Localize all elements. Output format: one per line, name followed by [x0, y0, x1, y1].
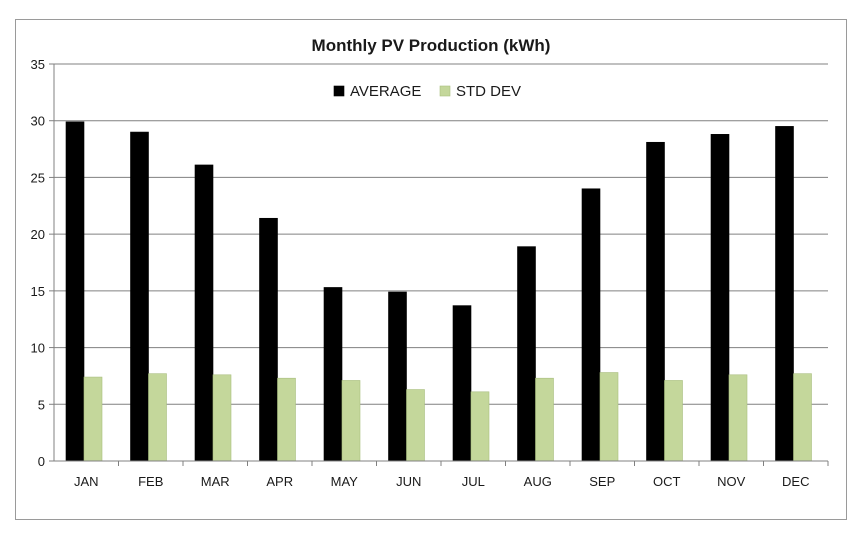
std-dev-bar-oct — [664, 380, 683, 462]
std-dev-bar-may — [341, 380, 361, 462]
std-dev-bar-dec — [793, 373, 812, 462]
y-tick-label: 20 — [31, 227, 45, 242]
average-bar-oct — [646, 141, 665, 462]
y-tick-label: 5 — [38, 397, 45, 412]
std-dev-bar-jan — [83, 376, 103, 462]
y-tick-label: 25 — [31, 170, 45, 185]
std-dev-bar-apr — [277, 377, 296, 462]
average-bar-jan — [65, 121, 85, 462]
average-bar-feb — [130, 131, 149, 462]
average-bar-mar — [194, 164, 214, 462]
average-bar-may — [323, 287, 343, 462]
x-tick-label: AUG — [524, 474, 552, 489]
x-tick-label: NOV — [717, 474, 746, 489]
legend-label-std-dev: STD DEV — [456, 83, 521, 100]
average-bar-sep — [581, 188, 601, 462]
std-dev-bar-sep — [599, 372, 619, 462]
x-tick-label: JAN — [74, 474, 99, 489]
y-tick-label: 10 — [31, 341, 45, 356]
std-dev-bar-aug — [535, 377, 554, 462]
average-bar-jul — [452, 305, 472, 462]
x-tick-label: DEC — [782, 474, 809, 489]
y-tick-label: 0 — [38, 454, 45, 469]
gridlines — [54, 63, 828, 405]
std-dev-bar-jun — [406, 389, 425, 462]
average-bar-aug — [517, 246, 536, 462]
x-tick-label: JUL — [462, 474, 485, 489]
y-tick-label: 30 — [31, 114, 45, 129]
y-tick-label: 15 — [31, 284, 45, 299]
legend-label-average: AVERAGE — [350, 83, 421, 100]
average-bar-nov — [710, 134, 730, 462]
x-tick-label: JUN — [396, 474, 421, 489]
average-bar-dec — [775, 126, 794, 462]
std-dev-bar-feb — [148, 373, 167, 462]
std-dev-bar-jul — [470, 391, 490, 462]
x-tick-label: FEB — [138, 474, 163, 489]
x-tick-label: OCT — [653, 474, 681, 489]
bars — [65, 121, 812, 462]
x-tick-label: MAY — [331, 474, 359, 489]
x-tick-label: MAR — [201, 474, 230, 489]
x-tick-label: SEP — [589, 474, 615, 489]
std-dev-bar-nov — [728, 374, 748, 462]
legend: AVERAGE STD DEV — [333, 83, 521, 100]
axes: 0 5 10 15 20 25 30 35 JAN FEB MAR APR MAY JUN JUL AUG SE… — [31, 57, 829, 489]
x-tick-label: APR — [266, 474, 293, 489]
average-bar-jun — [388, 291, 407, 462]
legend-swatch-average — [333, 85, 345, 97]
average-bar-apr — [259, 217, 278, 462]
legend-swatch-std-dev — [439, 85, 451, 97]
std-dev-bar-mar — [212, 374, 232, 462]
chart-title: Monthly PV Production (kWh) — [312, 36, 551, 55]
y-tick-label: 35 — [31, 57, 45, 72]
